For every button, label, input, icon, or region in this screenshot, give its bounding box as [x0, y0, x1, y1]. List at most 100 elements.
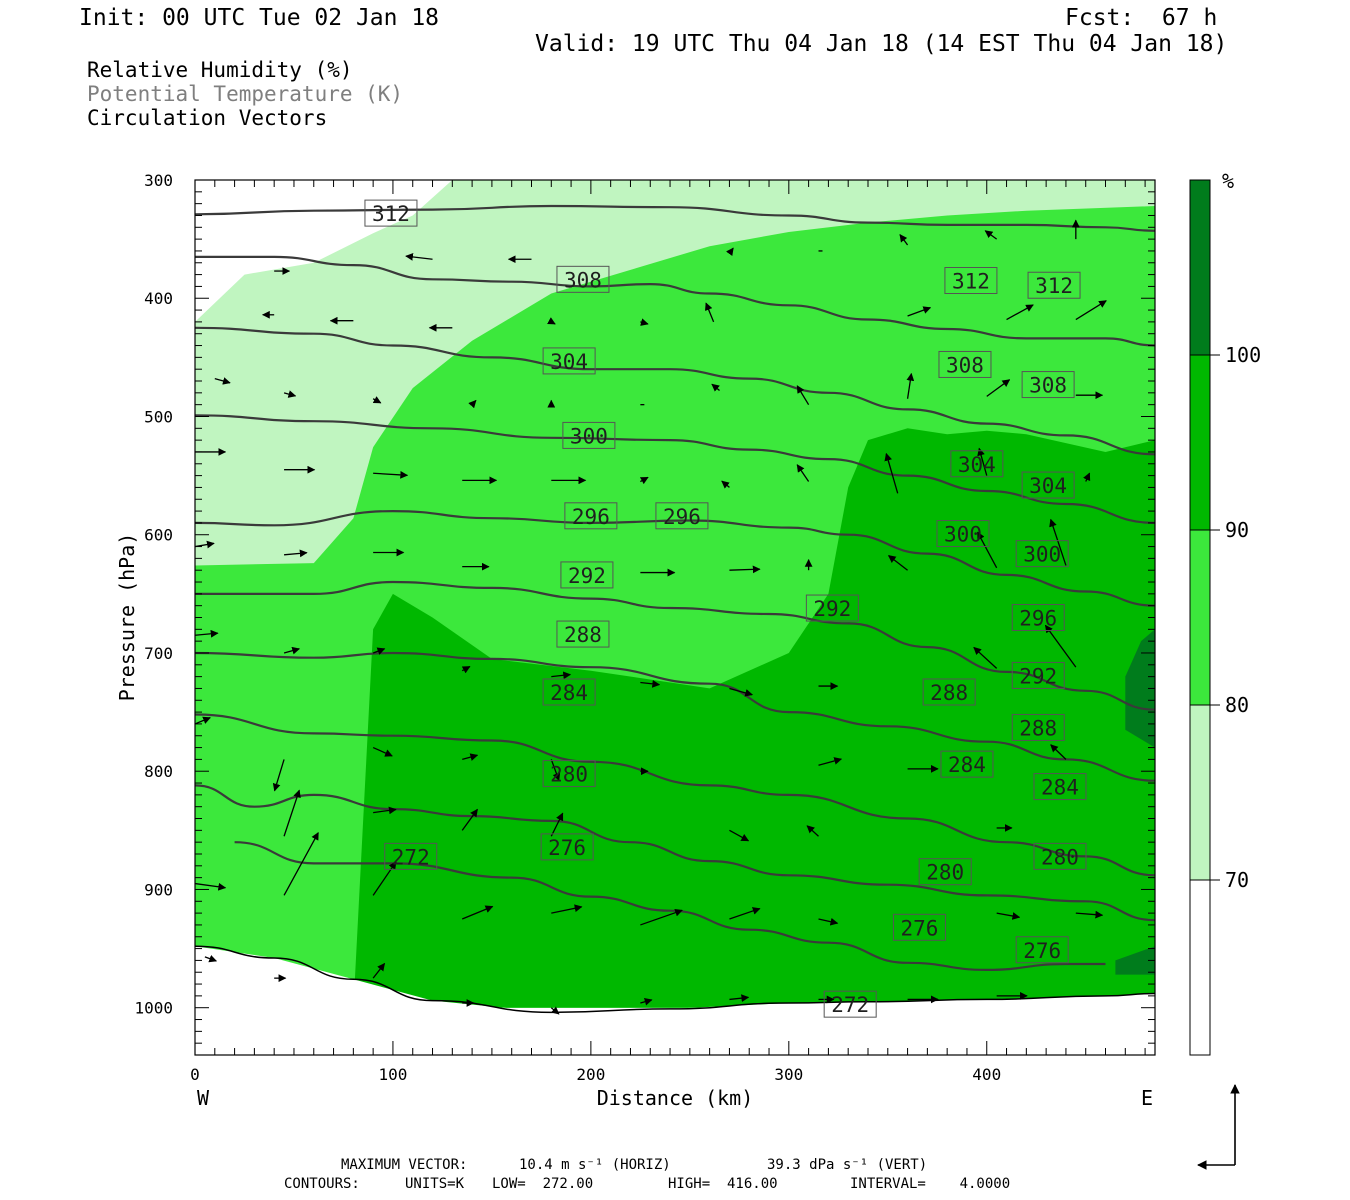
contour-label: 292 [1011, 661, 1065, 689]
rh-fill-layer [195, 180, 1155, 1008]
isentrope-292 [195, 580, 1155, 711]
circulation-vector [977, 531, 998, 569]
x-tick-label: 100 [378, 1065, 407, 1084]
circulation-vector [984, 230, 998, 240]
y-tick-label: 500 [144, 407, 173, 426]
contour-label-text: 292 [1019, 664, 1057, 688]
circulation-vector [711, 383, 720, 392]
contour-label-text: 280 [550, 763, 588, 787]
contour-label-box [1011, 661, 1065, 689]
contour-label-box [1021, 471, 1075, 499]
circulation-vector [986, 379, 1011, 397]
contour-label-box [1015, 936, 1069, 964]
contour-label: 288 [556, 620, 610, 648]
circulation-vector [214, 377, 231, 385]
contours-high: HIGH= 416.00 [668, 1176, 778, 1192]
contour-label-text: 284 [1041, 776, 1079, 800]
circulation-vector [550, 759, 561, 782]
colorbar-unit: % [1222, 169, 1234, 193]
contour-label-text: 308 [946, 353, 984, 377]
circulation-vector [729, 687, 753, 697]
circulation-vector [405, 253, 433, 261]
terrain-layer [195, 945, 1155, 1055]
contour-label-text: 272 [392, 845, 430, 869]
legend-circulation-vectors: Circulation Vectors [87, 106, 328, 130]
contour-label: 304 [542, 347, 596, 375]
rh-region-70-1 [195, 180, 1155, 566]
isentrope-layer [195, 204, 1155, 972]
below-ground-mask [195, 946, 1155, 1055]
contour-label: 276 [1015, 936, 1069, 964]
colorbar-level-label: 100 [1225, 343, 1261, 367]
circulation-vector [1006, 304, 1034, 321]
circulation-vector [372, 647, 386, 655]
x-tick-label: 0 [190, 1065, 200, 1084]
circulation-vector [551, 671, 572, 680]
isentrope-312 [195, 204, 1155, 232]
contour-label: 300 [562, 421, 616, 449]
contour-label-box [655, 502, 709, 530]
contour-label: 308 [1021, 371, 1075, 399]
contour-label: 280 [918, 858, 972, 886]
circulation-vector [372, 962, 386, 979]
circulation-vector [195, 629, 219, 638]
contours-interval: INTERVAL= 4.0000 [850, 1176, 1011, 1192]
circulation-vector [818, 917, 839, 926]
circulation-vector [272, 759, 285, 792]
circulation-vector [283, 789, 301, 837]
circulation-vector [705, 302, 715, 323]
contour-label: 312 [944, 267, 998, 295]
contour-label-box [1027, 271, 1081, 299]
contour-label: 312 [1027, 271, 1081, 299]
y-axis-title: Pressure (hPa) [115, 533, 139, 702]
isentrope-304 [195, 326, 1155, 456]
circulation-vector [1044, 624, 1077, 668]
contour-label-box [556, 620, 610, 648]
isentrope-308 [195, 255, 1155, 347]
contour-label-text: 300 [570, 424, 608, 448]
y-tick-label: 1000 [134, 999, 173, 1018]
contour-label-box [542, 347, 596, 375]
circulation-vector [721, 480, 730, 489]
contour-label-text: 304 [550, 350, 588, 374]
circulation-vector [1050, 744, 1067, 760]
contour-label-text: 304 [1029, 474, 1067, 498]
circulation-vector [729, 907, 761, 920]
x-tick-label: 200 [576, 1065, 605, 1084]
contour-label-box [542, 760, 596, 788]
legend-relative-humidity: Relative Humidity (%) [87, 58, 353, 82]
contour-label-box [384, 842, 438, 870]
contour-label-box [938, 350, 992, 378]
rh-region-90-2 [353, 428, 1155, 1008]
isentrope-296 [195, 509, 1155, 607]
contour-label-box [562, 421, 616, 449]
circulation-vector [796, 464, 810, 482]
circulation-vector [204, 954, 218, 963]
circulation-vector [461, 905, 494, 920]
contours-units: UNITS=K [405, 1176, 465, 1192]
circulation-vector [461, 808, 478, 831]
contour-label-box [940, 750, 994, 778]
circulation-vector [372, 861, 397, 896]
contour-label-text: 308 [564, 268, 602, 292]
contour-label-text: 296 [572, 505, 610, 529]
contour-label: 272 [384, 842, 438, 870]
circulation-vector [373, 471, 409, 479]
circulation-vector [729, 829, 750, 842]
circulation-vector [640, 908, 683, 926]
colorbar-band [1190, 705, 1210, 880]
contour-label-text: 280 [1041, 845, 1079, 869]
contour-label-box [936, 520, 990, 548]
colorbar-band [1190, 180, 1210, 355]
colorbar: 70 80 90 100 [1189, 179, 1261, 1056]
contour-label-text: 312 [952, 270, 990, 294]
circulation-vector [283, 390, 297, 398]
contour-label: 304 [950, 450, 1004, 478]
contour-label: 300 [1015, 540, 1069, 568]
circulation-vector [284, 549, 308, 558]
isentrope-300 [195, 414, 1155, 524]
circulation-vector [551, 904, 583, 914]
circulation-vector [899, 233, 909, 246]
circulation-vector [640, 679, 661, 688]
contour-label-box [1033, 842, 1087, 870]
